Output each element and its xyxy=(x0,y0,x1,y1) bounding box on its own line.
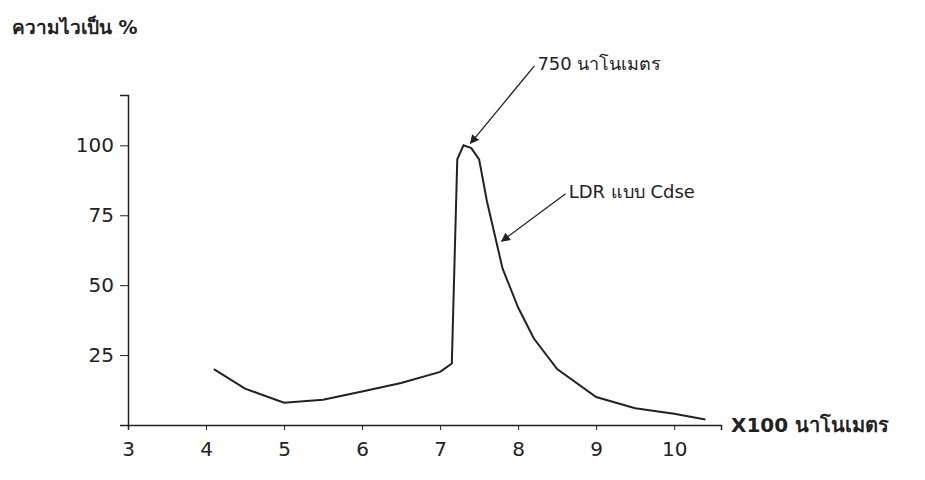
x-tick: 8 xyxy=(512,425,525,461)
y-tick: 100 xyxy=(76,133,128,157)
y-axis: 25 50 75 100 xyxy=(76,96,129,426)
y-tick-label: 75 xyxy=(89,203,114,227)
x-tick-mark xyxy=(362,425,363,430)
annotation-arrow xyxy=(502,194,566,241)
x-tick: 7 xyxy=(434,425,447,461)
x-axis-line xyxy=(129,426,722,431)
chart: 3 4 5 6 7 8 9 10 25 50 75 100 ความไวเป็น % X100 นาโนเ… xyxy=(0,0,925,480)
annotation-arrow xyxy=(470,66,534,143)
y-axis-line xyxy=(120,96,129,426)
x-tick-label: 8 xyxy=(512,437,525,461)
x-tick: 6 xyxy=(356,425,369,461)
y-tick-label: 50 xyxy=(89,273,114,297)
x-tick: 9 xyxy=(590,425,603,461)
annotation-label: LDR แบบ Cdse xyxy=(569,181,695,202)
y-tick: 25 xyxy=(89,343,128,367)
x-tick-mark xyxy=(518,425,519,430)
y-tick-label: 100 xyxy=(76,133,114,157)
x-tick: 4 xyxy=(200,425,213,461)
plot-area xyxy=(214,145,706,419)
x-tick-mark xyxy=(284,425,285,430)
x-axis: 3 4 5 6 7 8 9 10 xyxy=(122,425,721,461)
x-tick-label: 5 xyxy=(278,437,291,461)
x-tick-label: 10 xyxy=(662,437,687,461)
x-tick-label: 4 xyxy=(200,437,213,461)
y-tick-label: 25 xyxy=(89,343,114,367)
x-tick-mark xyxy=(440,425,441,430)
x-tick-label: 7 xyxy=(434,437,447,461)
y-axis-title: ความไวเป็น % xyxy=(12,15,138,38)
annotation-label: 750 นาโนเมตร xyxy=(537,53,661,74)
x-tick-label: 3 xyxy=(122,437,135,461)
x-tick: 5 xyxy=(278,425,291,461)
x-tick: 10 xyxy=(662,425,687,461)
sensitivity-line xyxy=(214,145,706,419)
x-tick-label: 6 xyxy=(356,437,369,461)
x-axis-title: X100 นาโนเมตร xyxy=(731,413,889,437)
y-tick-mark xyxy=(120,285,128,286)
y-tick: 75 xyxy=(89,203,128,227)
y-tick-mark xyxy=(120,145,128,146)
x-tick: 3 xyxy=(122,425,135,461)
y-tick-mark xyxy=(120,215,128,216)
x-tick-mark xyxy=(596,425,597,430)
y-tick-mark xyxy=(120,355,128,356)
x-tick-mark xyxy=(674,425,675,430)
y-tick: 50 xyxy=(89,273,128,297)
x-tick-label: 9 xyxy=(590,437,603,461)
x-tick-mark xyxy=(206,425,207,430)
